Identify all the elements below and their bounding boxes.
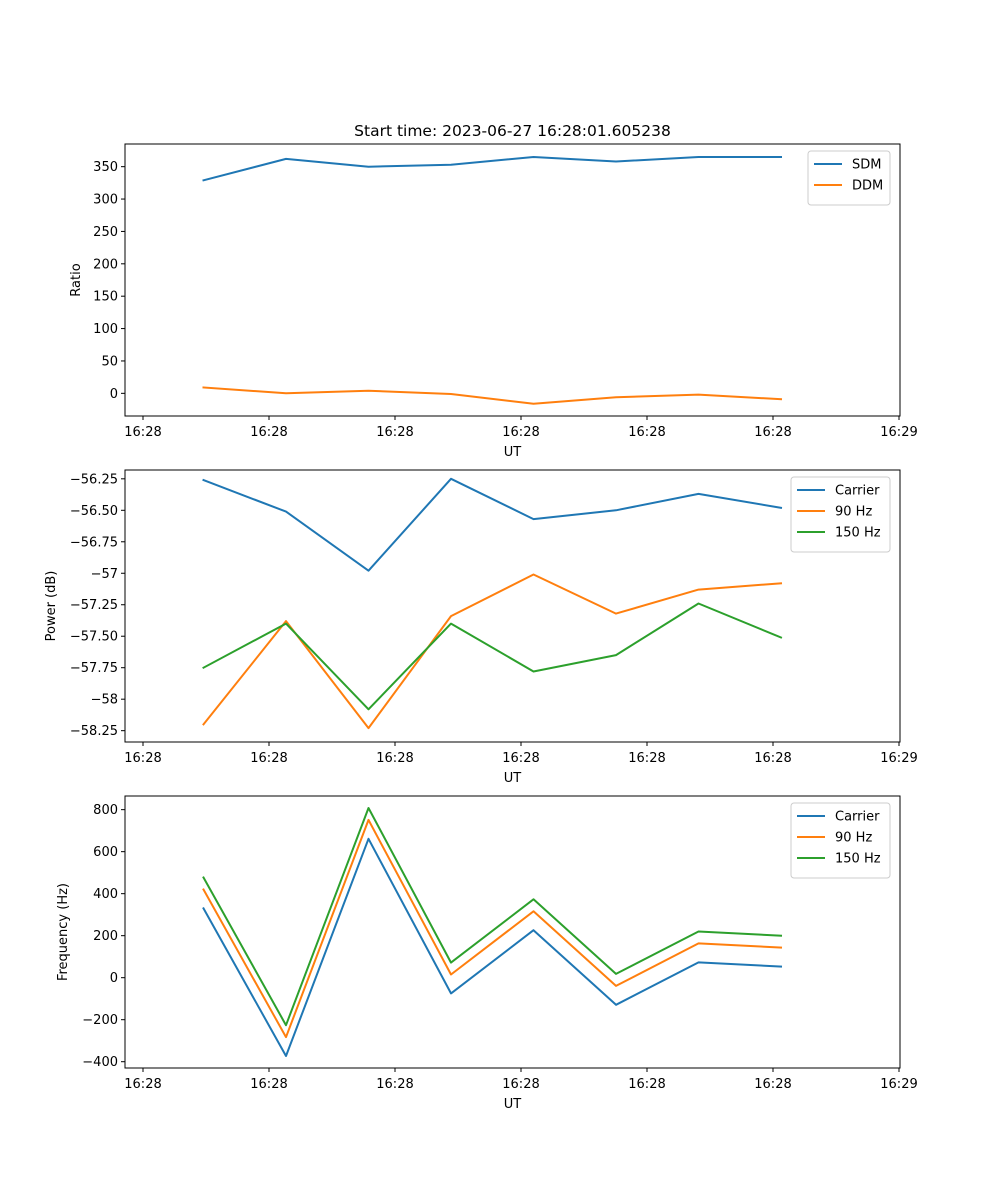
x-tick-label: 16:28 bbox=[502, 1077, 539, 1092]
y-tick-label: 200 bbox=[93, 257, 118, 272]
y-tick-label: −57.75 bbox=[70, 661, 118, 676]
y-axis-label: Power (dB) bbox=[44, 571, 59, 642]
x-tick-label: 16:28 bbox=[250, 425, 287, 440]
y-axis-label: Ratio bbox=[69, 263, 84, 296]
axes-frame bbox=[124, 143, 901, 417]
y-tick-label: −200 bbox=[82, 1013, 118, 1028]
x-tick-label: 16:28 bbox=[250, 1077, 287, 1092]
x-tick-label: 16:28 bbox=[628, 751, 665, 766]
y-tick-label: 800 bbox=[93, 803, 118, 818]
x-tick-label: 16:28 bbox=[628, 425, 665, 440]
y-tick-label: −57.25 bbox=[70, 598, 118, 613]
x-tick-label: 16:29 bbox=[880, 1077, 917, 1092]
legend-box bbox=[790, 476, 891, 553]
y-tick-label: −57.50 bbox=[70, 630, 118, 645]
y-tick-label: −56.25 bbox=[70, 472, 118, 487]
x-tick-label: 16:28 bbox=[376, 751, 413, 766]
y-tick-label: 50 bbox=[101, 354, 118, 369]
axes-frame bbox=[124, 795, 901, 1069]
x-axis-label: UT bbox=[504, 771, 522, 786]
series-line-150-hz bbox=[202, 807, 783, 1027]
y-tick-label: 150 bbox=[93, 290, 118, 305]
legend-label: Carrier bbox=[835, 484, 880, 499]
y-tick-label: 0 bbox=[110, 387, 118, 402]
series-line-carrier bbox=[202, 837, 783, 1057]
legend-label: SDM bbox=[852, 158, 881, 173]
x-tick-label: 16:28 bbox=[124, 751, 161, 766]
x-tick-label: 16:28 bbox=[376, 1077, 413, 1092]
y-tick-label: 100 bbox=[93, 322, 118, 337]
x-tick-label: 16:28 bbox=[250, 751, 287, 766]
legend: Carrier 90 Hz 150 Hz bbox=[790, 802, 891, 879]
legend-label: DDM bbox=[852, 179, 883, 194]
series-line-carrier bbox=[202, 477, 783, 572]
x-tick-label: 16:28 bbox=[502, 751, 539, 766]
legend-label: Carrier bbox=[835, 810, 880, 825]
x-tick-label: 16:29 bbox=[880, 751, 917, 766]
x-tick-label: 16:28 bbox=[628, 1077, 665, 1092]
x-tick-label: 16:28 bbox=[502, 425, 539, 440]
y-tick-label: 350 bbox=[93, 160, 118, 175]
x-tick-label: 16:28 bbox=[124, 1077, 161, 1092]
y-tick-label: 250 bbox=[93, 225, 118, 240]
x-tick-label: 16:28 bbox=[754, 1077, 791, 1092]
y-tick-label: 300 bbox=[93, 193, 118, 208]
y-tick-label: −57 bbox=[91, 567, 118, 582]
x-tick-label: 16:28 bbox=[754, 751, 791, 766]
y-tick-label: 400 bbox=[93, 887, 118, 902]
figure-title: Start time: 2023-06-27 16:28:01.605238 bbox=[354, 122, 671, 140]
x-tick-label: 16:28 bbox=[124, 425, 161, 440]
legend-label: 150 Hz bbox=[835, 526, 881, 541]
series-line-90-hz bbox=[202, 573, 783, 730]
x-tick-label: 16:28 bbox=[376, 425, 413, 440]
series-line-sdm bbox=[202, 156, 782, 182]
chart-power: −56.25 −56.50 −56.75 −57 −57.25 −57.50 −57.75 −… bbox=[44, 469, 918, 786]
x-tick-label: 16:28 bbox=[754, 425, 791, 440]
legend-label: 90 Hz bbox=[835, 831, 872, 846]
x-tick-label: 16:29 bbox=[880, 425, 917, 440]
legend-box bbox=[790, 802, 891, 879]
series-line-150-hz bbox=[202, 602, 783, 711]
axes-frame bbox=[124, 469, 901, 743]
legend: Carrier 90 Hz 150 Hz bbox=[790, 476, 891, 553]
y-tick-label: −58.25 bbox=[70, 724, 118, 739]
legend-label: 150 Hz bbox=[835, 852, 881, 867]
chart-ratio: 0 50 100 150 200 250 300 350 16:28 16:28 16:28 16:2… bbox=[69, 143, 918, 460]
legend-label: 90 Hz bbox=[835, 505, 872, 520]
x-axis-label: UT bbox=[504, 445, 522, 460]
y-tick-label: −58 bbox=[91, 693, 118, 708]
y-tick-label: 200 bbox=[93, 929, 118, 944]
y-tick-label: −56.75 bbox=[70, 535, 118, 550]
legend: SDM DDM bbox=[807, 150, 891, 206]
series-line-ddm bbox=[202, 386, 783, 405]
y-tick-label: 600 bbox=[93, 845, 118, 860]
y-tick-label: 0 bbox=[110, 971, 118, 986]
y-axis-label: Frequency (Hz) bbox=[56, 883, 71, 981]
chart-frequency: −400 −200 0 200 400 600 800 16:28 16:28 16:28 16:2… bbox=[56, 795, 918, 1112]
x-axis-label: UT bbox=[504, 1097, 522, 1112]
series-line-90-hz bbox=[202, 818, 783, 1039]
y-tick-label: −400 bbox=[82, 1055, 118, 1070]
y-tick-label: −56.50 bbox=[70, 504, 118, 519]
